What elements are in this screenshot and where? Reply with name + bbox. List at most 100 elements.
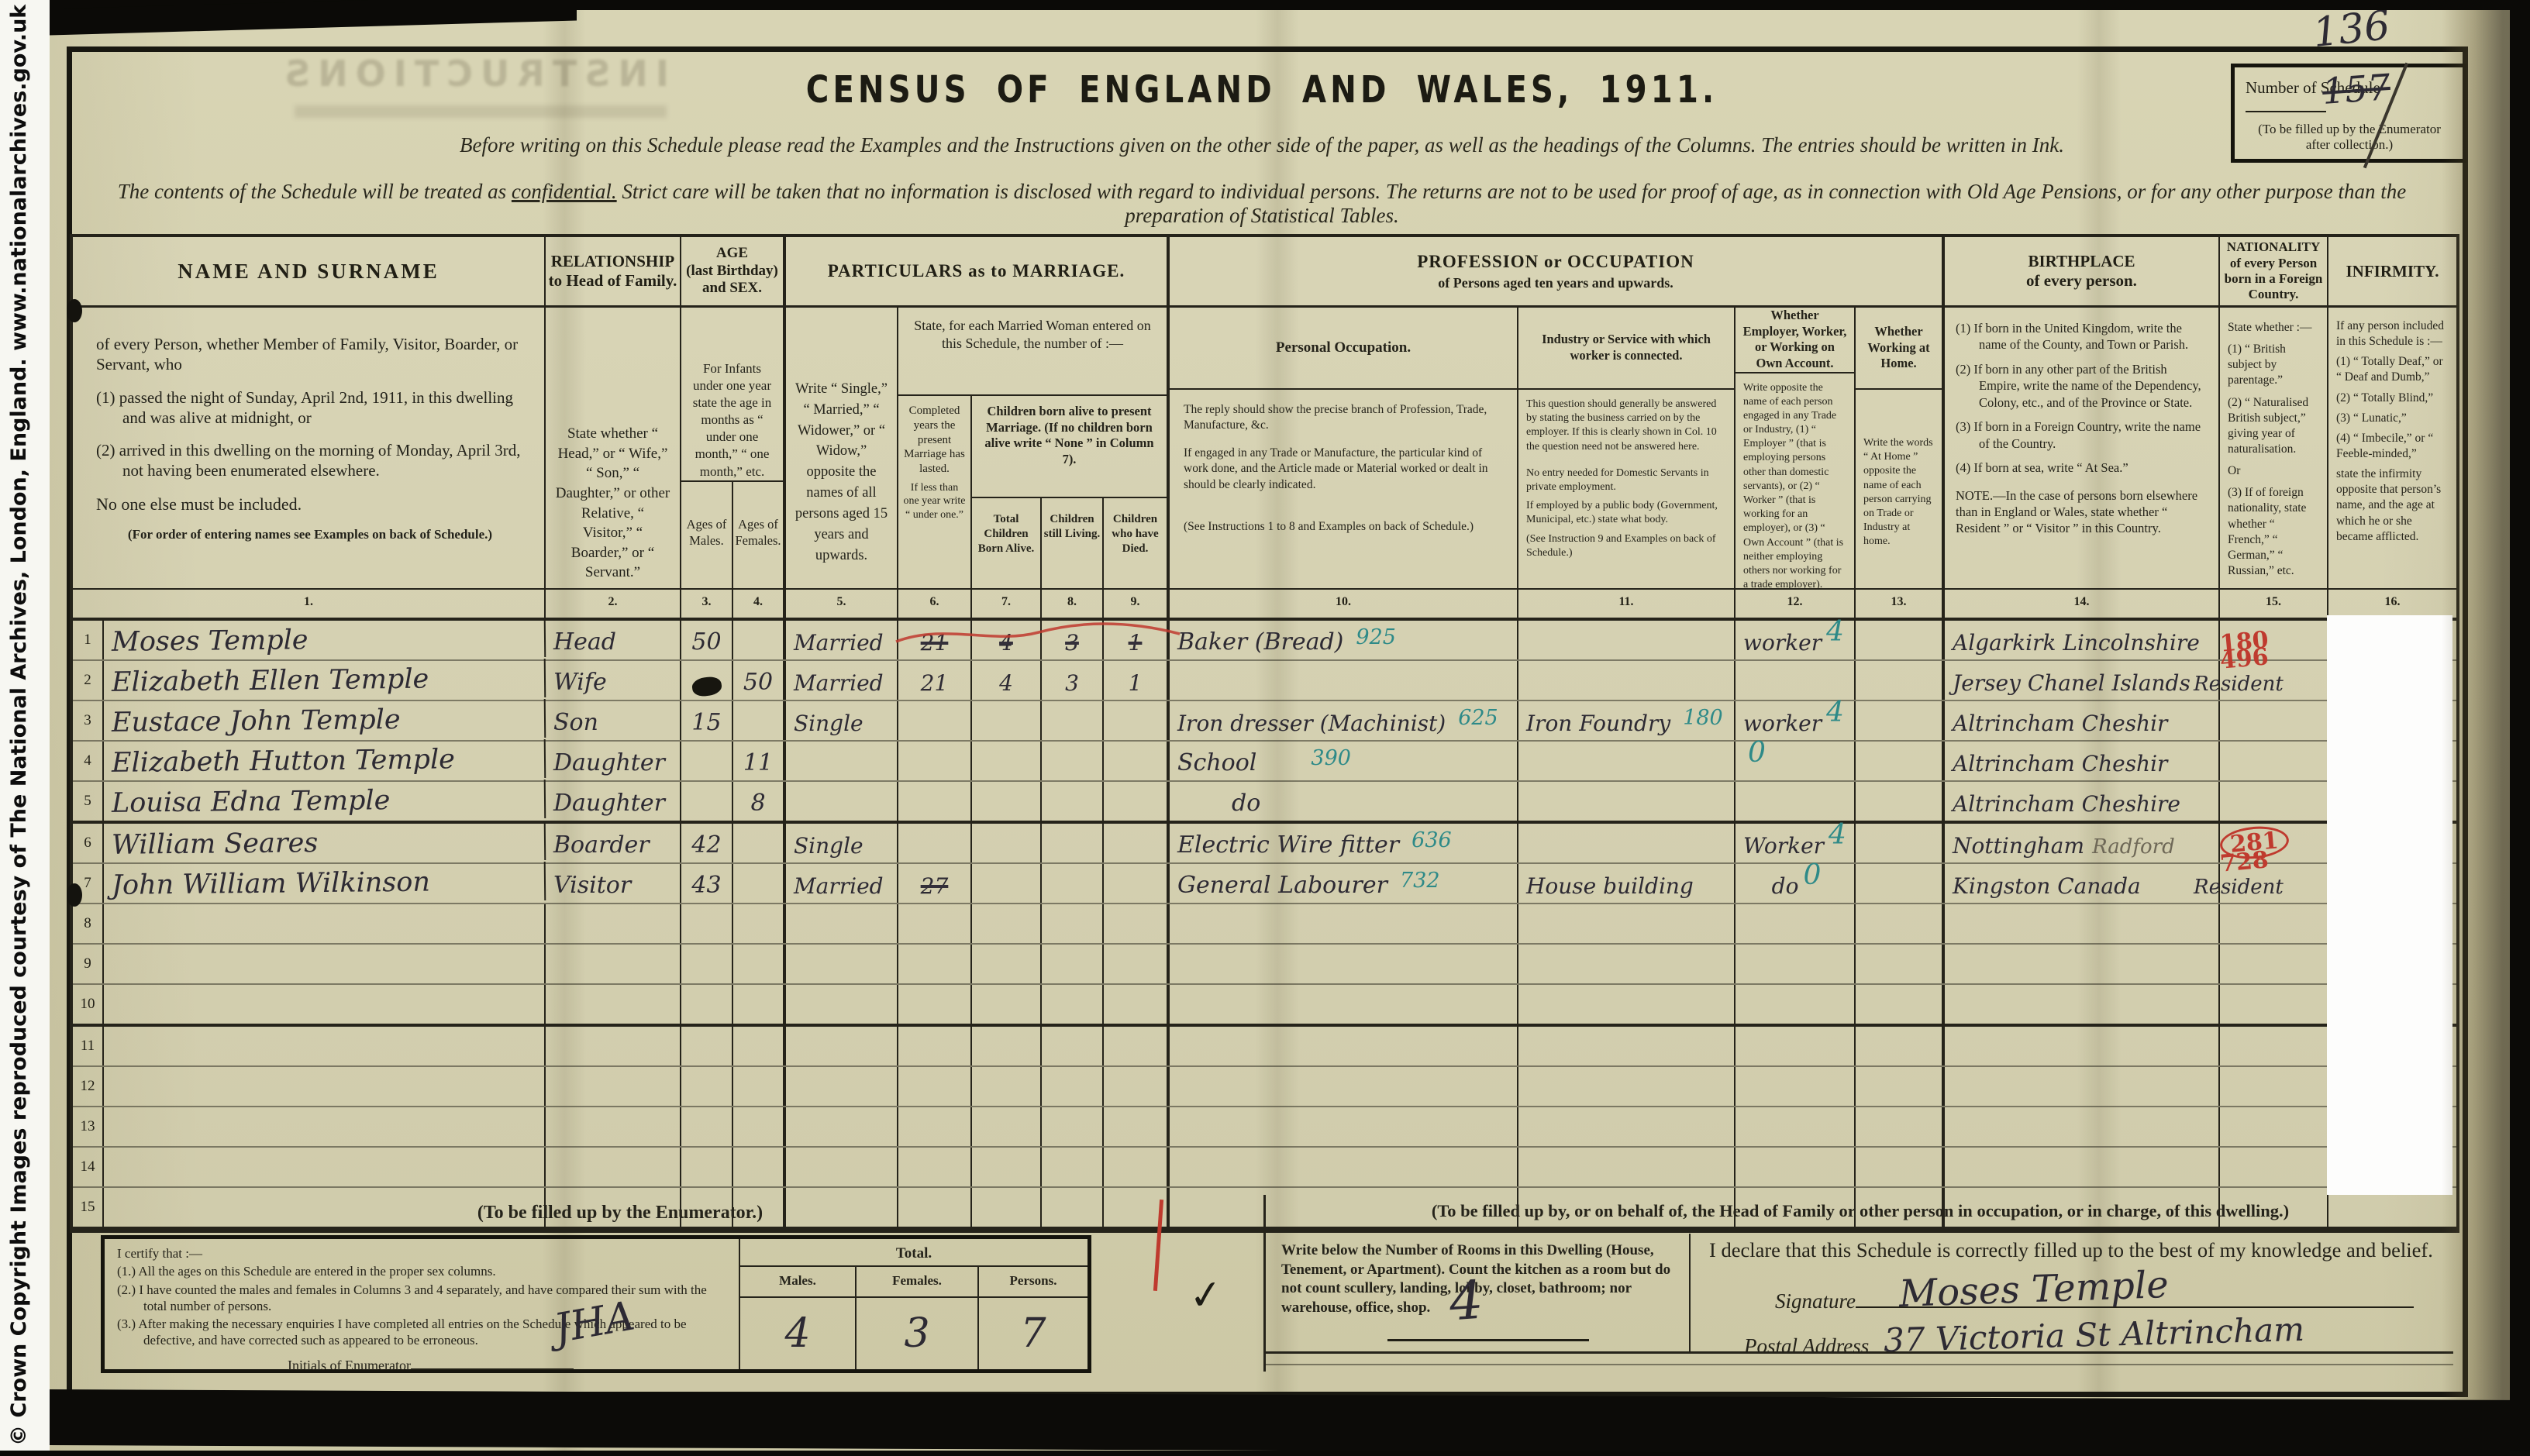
certification-text: I certify that :— (1.) All the ages on t… bbox=[105, 1239, 740, 1373]
table-row: 5 Louisa Edna Temple Daughter 8 do Altri… bbox=[73, 780, 2456, 824]
totals-table: Total. Males. Females. Persons. 4 3 7 bbox=[740, 1239, 1087, 1369]
condition-cell bbox=[786, 904, 898, 943]
table-row: 1 Moses Temple Head 50 Married 21 4 3 1 … bbox=[73, 616, 2456, 662]
children-died-cell bbox=[1104, 864, 1170, 903]
years-married-cell bbox=[898, 701, 972, 740]
totals-title: Total. bbox=[740, 1239, 1087, 1267]
years-married-cell bbox=[898, 1188, 972, 1227]
scan-border-bottom bbox=[50, 1389, 2530, 1456]
birthplace-cell bbox=[1945, 1067, 2220, 1106]
industry-cell bbox=[1518, 782, 1735, 821]
nationality-cell bbox=[2220, 904, 2328, 943]
certify-intro: I certify that :— bbox=[117, 1246, 202, 1261]
nationality-cell bbox=[2220, 985, 2328, 1024]
red-correction-stroke bbox=[895, 622, 1181, 643]
at-home-cell bbox=[1856, 782, 1945, 821]
personal-occupation-header: Personal Occupation. The reply should sh… bbox=[1170, 308, 1518, 588]
industry-cell bbox=[1518, 1148, 1735, 1186]
table-row: 7 John William Wilkinson Visitor 43 Marr… bbox=[73, 846, 2456, 905]
occupation-text: Electric Wire fitter bbox=[1177, 831, 1400, 859]
census-table: NAME AND SURNAME RELATIONSHIP to Head of … bbox=[70, 234, 2459, 1233]
instruction-text: For Infants under one year state the age… bbox=[692, 361, 772, 479]
instruction-text: (1) “ British subject by parentage.” bbox=[2228, 342, 2286, 387]
column-number: 15. bbox=[2220, 590, 2328, 618]
age-female-cell bbox=[733, 1148, 786, 1186]
column-number: 8. bbox=[1042, 590, 1104, 618]
industry-cell bbox=[1518, 1107, 1735, 1146]
instruction-text: (3) If born in a Foreign Country, write … bbox=[1956, 419, 2201, 451]
children-living-cell bbox=[1042, 1188, 1104, 1227]
condition-cell: Single bbox=[786, 824, 898, 862]
resident-note: Resident bbox=[2194, 673, 2284, 696]
at-home-cell bbox=[1856, 945, 1945, 983]
industry-cell bbox=[1518, 824, 1735, 862]
nationality-instructions: State whether :— (1) “ British subject b… bbox=[2220, 308, 2328, 588]
infirmity-instructions: If any person included in this Schedule … bbox=[2328, 308, 2456, 588]
children-living-cell: 3 bbox=[1042, 661, 1104, 700]
industry-cell: Iron Foundry 180 bbox=[1518, 701, 1735, 740]
occupation-cell bbox=[1170, 945, 1518, 983]
age-female-cell bbox=[733, 904, 786, 943]
occupation-text: General Labourer bbox=[1177, 872, 1387, 899]
males-label: Males. bbox=[740, 1267, 857, 1296]
persons-label: Persons. bbox=[1009, 1273, 1057, 1288]
schedule-number-line bbox=[2246, 111, 2326, 112]
industry-cell bbox=[1518, 1067, 1735, 1106]
column-number: 7. bbox=[972, 590, 1042, 618]
row-number: 6 bbox=[73, 824, 104, 862]
condition-cell bbox=[786, 1067, 898, 1106]
schedule-number-handwritten: 136 bbox=[2311, 2, 2393, 57]
instruction-text: (1) “ Totally Deaf,” or “ Deaf and Dumb,… bbox=[2336, 355, 2443, 384]
industry-cell: House building bbox=[1518, 864, 1735, 903]
name-cell: Louisa Edna Temple bbox=[103, 780, 546, 823]
industry-cell bbox=[1518, 1027, 1735, 1065]
industry-cell bbox=[1518, 621, 1735, 659]
age-male-cell bbox=[681, 1148, 733, 1186]
relationship-cell bbox=[546, 904, 681, 943]
instruction-text: state the infirmity opposite that person… bbox=[2336, 467, 2442, 543]
children-died-cell bbox=[1104, 1148, 1170, 1186]
reference-code: 728 bbox=[2218, 846, 2270, 878]
name-cell: Moses Temple bbox=[103, 618, 546, 662]
children-living-cell bbox=[1042, 701, 1104, 740]
footer-divider bbox=[1263, 1195, 1266, 1372]
age-female-cell: 8 bbox=[733, 782, 786, 821]
birthplace-text: Nottingham bbox=[1953, 833, 2085, 859]
age-instructions: For Infants under one year state the age… bbox=[681, 308, 786, 588]
table-row: 8 bbox=[73, 904, 2456, 945]
children-born-cell bbox=[972, 742, 1042, 780]
totals-labels: Males. Females. Persons. bbox=[740, 1267, 1087, 1298]
instruction-text: The reply should show the precise branch… bbox=[1184, 403, 1488, 533]
employer-cell bbox=[1735, 782, 1856, 821]
years-married-cell bbox=[898, 904, 972, 943]
employer-cell bbox=[1735, 1107, 1856, 1146]
signature-label: Signature bbox=[1775, 1289, 2414, 1313]
children-born-cell bbox=[972, 824, 1042, 862]
instruction-text: (3) If of foreign nationality, state whe… bbox=[2228, 486, 2307, 577]
age-male-cell bbox=[681, 945, 733, 983]
at-home-cell bbox=[1856, 621, 1945, 659]
occupation-code: 732 bbox=[1399, 869, 1440, 893]
at-home-cell bbox=[1856, 1107, 1945, 1146]
relationship-cell bbox=[546, 945, 681, 983]
condition-cell bbox=[786, 782, 898, 821]
children-born-cell bbox=[972, 1188, 1042, 1227]
children-died-cell bbox=[1104, 945, 1170, 983]
footer-rule bbox=[1266, 1351, 2453, 1354]
enumerator-section-heading: (To be filled up by the Enumerator.) bbox=[477, 1203, 763, 1223]
marital-condition-instructions: Write “ Single,” “ Married,” “ Widower,”… bbox=[786, 308, 898, 588]
children-living-cell bbox=[1042, 985, 1104, 1024]
at-home-cell bbox=[1856, 661, 1945, 700]
paper-crease bbox=[1256, 0, 1299, 1451]
condition-cell bbox=[786, 1148, 898, 1186]
persons-total: 7 bbox=[1020, 1310, 1046, 1357]
at-home-cell bbox=[1856, 1067, 1945, 1106]
name-cell: Elizabeth Hutton Temple bbox=[103, 739, 546, 783]
scan-border-right bbox=[2510, 0, 2530, 1451]
years-married-cell bbox=[898, 1027, 972, 1065]
ages-of-females-label: Ages of Females. bbox=[735, 516, 781, 549]
condition-cell bbox=[786, 985, 898, 1024]
nationality-cell bbox=[2220, 1188, 2328, 1227]
employer-cell: 0 bbox=[1735, 737, 1856, 780]
